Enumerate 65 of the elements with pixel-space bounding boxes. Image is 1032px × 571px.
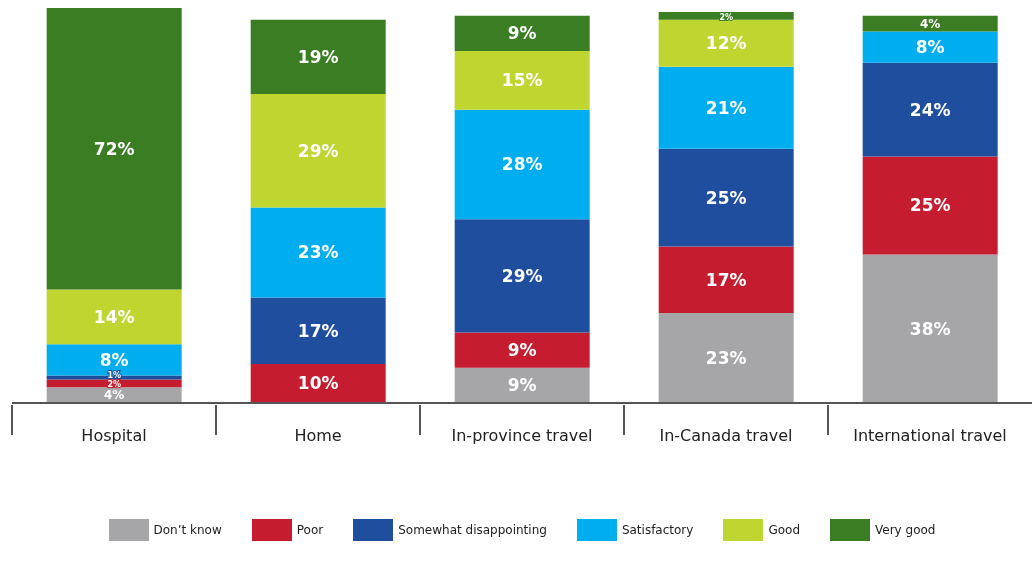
data-label: 21% bbox=[705, 97, 747, 118]
data-label: 29% bbox=[297, 140, 339, 161]
data-label: 23% bbox=[297, 242, 339, 263]
bar bbox=[862, 254, 998, 403]
bar bbox=[46, 289, 182, 345]
data-label: 15% bbox=[501, 70, 543, 91]
data-label: 1% bbox=[107, 371, 121, 381]
x-tick-label: Home bbox=[294, 426, 342, 445]
data-label: 9% bbox=[507, 375, 537, 396]
x-tick-label: International travel bbox=[853, 426, 1007, 445]
data-label: 9% bbox=[507, 23, 537, 44]
bar bbox=[250, 94, 386, 208]
data-label: 29% bbox=[501, 265, 543, 286]
bar bbox=[658, 66, 794, 149]
data-label: 4% bbox=[103, 388, 125, 403]
bar bbox=[46, 387, 182, 403]
bar bbox=[454, 219, 590, 333]
data-label: 17% bbox=[705, 269, 747, 290]
data-label: 17% bbox=[297, 320, 339, 341]
legend-label: Poor bbox=[296, 523, 324, 537]
data-label: 24% bbox=[909, 99, 951, 120]
data-label: 2% bbox=[107, 380, 121, 390]
data-label: 10% bbox=[297, 373, 339, 394]
legend-label: Somewhat disappointing bbox=[398, 523, 547, 537]
data-label: 23% bbox=[705, 347, 747, 368]
bar bbox=[46, 344, 182, 376]
data-label: 8% bbox=[99, 349, 129, 370]
data-label: 8% bbox=[915, 37, 945, 58]
data-label: 38% bbox=[909, 318, 951, 339]
data-label: 9% bbox=[507, 340, 537, 361]
bar bbox=[454, 332, 590, 368]
legend-label: Good bbox=[768, 523, 801, 537]
x-tick-label: Hospital bbox=[81, 426, 147, 445]
bar bbox=[454, 51, 590, 110]
legend-label: Don’t know bbox=[153, 523, 222, 537]
data-label: 28% bbox=[501, 154, 543, 175]
x-tick-label: In-Canada travel bbox=[659, 426, 793, 445]
bar bbox=[862, 15, 998, 32]
data-label: 2% bbox=[719, 12, 733, 22]
bar bbox=[658, 313, 794, 403]
data-label: 72% bbox=[93, 138, 135, 159]
bar bbox=[862, 31, 998, 63]
data-label: 25% bbox=[705, 187, 747, 208]
bar bbox=[658, 11, 794, 20]
bar bbox=[658, 148, 794, 247]
legend-label: Very good bbox=[875, 523, 936, 537]
bar bbox=[250, 19, 386, 95]
bar bbox=[658, 246, 794, 314]
data-label: 14% bbox=[93, 306, 135, 327]
bar bbox=[250, 363, 386, 403]
bar bbox=[250, 297, 386, 364]
bar bbox=[454, 367, 590, 403]
bar bbox=[454, 109, 590, 220]
data-label: 25% bbox=[909, 195, 951, 216]
data-label: 19% bbox=[297, 46, 339, 67]
bar bbox=[658, 19, 794, 67]
data-label: 12% bbox=[705, 33, 747, 54]
bar bbox=[862, 62, 998, 157]
data-label: 4% bbox=[919, 16, 941, 31]
x-tick-label: In-province travel bbox=[451, 426, 593, 445]
bar bbox=[454, 15, 590, 52]
bar bbox=[250, 207, 386, 298]
bar bbox=[862, 156, 998, 255]
bar bbox=[46, 8, 182, 290]
legend-label: Satisfactory bbox=[621, 523, 694, 537]
